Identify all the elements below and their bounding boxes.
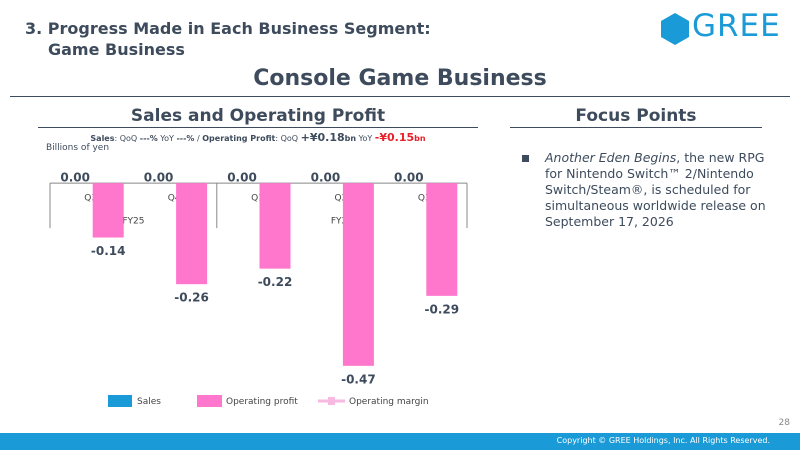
- bar: [426, 183, 458, 296]
- data-label: 0.00: [311, 171, 341, 185]
- summary-part: YoY: [157, 134, 177, 143]
- section-title: Focus Points: [510, 106, 762, 128]
- summary-part: ---%: [176, 134, 195, 143]
- data-label: -0.22: [258, 275, 293, 289]
- divider: [10, 96, 790, 97]
- summary: Sales: QoQ ---% YoY ---% / Operating Pro…: [38, 131, 478, 144]
- bar: [92, 183, 124, 238]
- bar: [342, 183, 374, 366]
- summary-part: ---%: [139, 134, 158, 143]
- summary-part: Sales: [90, 134, 115, 143]
- summary-part: Operating Profit: [202, 134, 276, 143]
- focus-italic: Another Eden Begins: [545, 150, 677, 165]
- focus-text: Another Eden Begins, the new RPG for Nin…: [545, 150, 770, 230]
- data-label: 0.00: [227, 171, 257, 185]
- footer-bar: [0, 433, 800, 450]
- page-number: 28: [778, 418, 790, 428]
- summary-part: +¥0.18: [300, 131, 345, 144]
- summary-part: YoY: [356, 134, 375, 143]
- header-title: 3. Progress Made in Each Business Segmen…: [25, 18, 431, 60]
- data-label: 0.00: [394, 171, 424, 185]
- summary-part: -¥0.15: [374, 131, 415, 144]
- bullet: [522, 155, 529, 162]
- x-tick-label: Q2: [334, 194, 347, 204]
- page-title: Console Game Business: [253, 66, 547, 91]
- group-label: FY26: [331, 217, 353, 227]
- summary-part: /: [194, 134, 203, 143]
- header-line: Game Business: [48, 40, 185, 59]
- legend-swatch: [328, 397, 335, 405]
- summary-part: bn: [344, 134, 357, 143]
- x-tick-label: Q4: [168, 194, 181, 204]
- chart: FY25 FY26 Q3 Q4 Q1 Q2 Q3 0.00 0.00 0.00 0.00 0.00 -0…: [49, 171, 468, 407]
- data-label: 0.00: [60, 171, 90, 185]
- section-title: Sales and Operating Profit: [38, 106, 478, 128]
- data-label: 0.00: [144, 171, 174, 185]
- legend-label: Operating margin: [349, 397, 429, 407]
- summary-part: : QoQ: [114, 134, 140, 143]
- copyright: Copyright © GREE Holdings, Inc. All Righ…: [556, 436, 770, 445]
- bar: [259, 183, 291, 269]
- header-line: 3. Progress Made in Each Business Segmen…: [25, 19, 431, 38]
- data-label: -0.47: [341, 372, 376, 386]
- legend-swatch: [197, 395, 222, 407]
- legend-swatch: [108, 395, 132, 407]
- focus-body: , the new RPG for Nintendo Switch™ 2/Nin…: [545, 150, 766, 229]
- data-label: -0.14: [91, 244, 126, 258]
- group-label: FY25: [122, 217, 144, 227]
- data-label: -0.29: [425, 302, 460, 316]
- summary-part: bn: [414, 134, 426, 143]
- x-tick-label: Q3: [84, 194, 97, 204]
- x-tick-label: Q3: [418, 194, 431, 204]
- x-tick-label: Q1: [251, 194, 264, 204]
- unit-label: Billions of yen: [46, 143, 110, 153]
- logo-hexagon: [661, 13, 689, 45]
- legend-label: Operating profit: [226, 397, 298, 407]
- logo-text: GREE: [692, 8, 781, 44]
- legend-label: Sales: [137, 397, 161, 407]
- bar: [176, 183, 208, 285]
- summary-part: : QoQ: [275, 134, 301, 143]
- data-label: -0.26: [174, 291, 209, 305]
